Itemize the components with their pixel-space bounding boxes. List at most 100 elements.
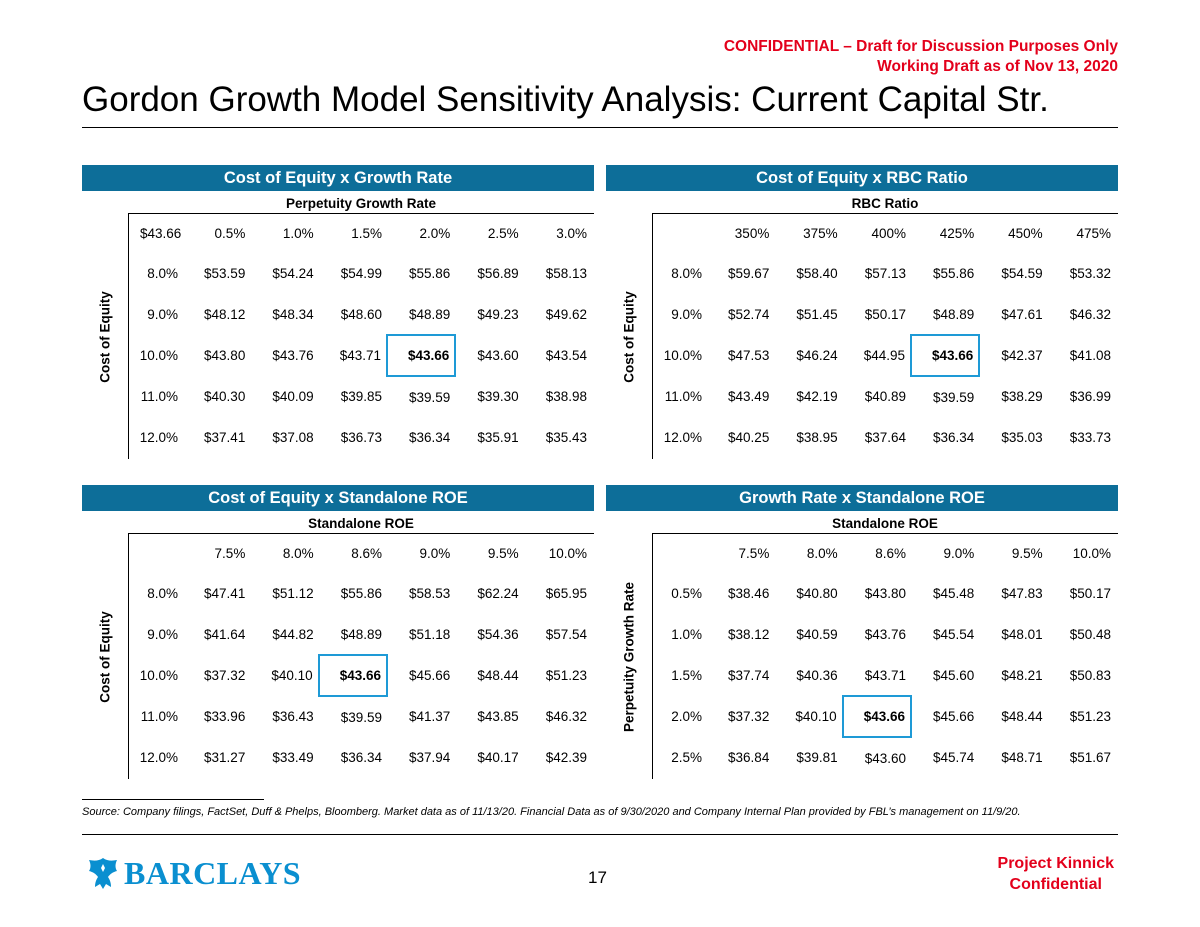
- column-header-row: 7.5% 8.0% 8.6% 9.0% 9.5% 10.0%: [660, 533, 1116, 573]
- barclays-wordmark: BARCLAYS: [124, 855, 302, 891]
- table-row: 10.0% $47.53 $46.24 $44.95 $43.66 $42.37 $41.0…: [660, 334, 1116, 377]
- row-axis-label: Perpetuity Growth Rate: [621, 581, 637, 733]
- table-cell: $37.94: [409, 750, 451, 765]
- column-header: 9.5%: [487, 545, 519, 561]
- table-cell: $49.62: [545, 307, 587, 322]
- row-header: 8.0%: [147, 266, 178, 281]
- table-cell: $45.60: [933, 668, 975, 683]
- table-cell: $39.59: [340, 709, 382, 725]
- table-row: 12.0% $40.25 $38.95 $37.64 $36.34 $35.03 $33.7…: [660, 417, 1116, 458]
- row-axis-divider: [128, 213, 129, 459]
- column-header: 9.0%: [419, 545, 451, 561]
- table-row: 9.0% $48.12 $48.34 $48.60 $48.89 $49.23 $49.62: [136, 294, 592, 335]
- base-value: [660, 533, 706, 573]
- table-cell: $53.32: [1069, 266, 1111, 281]
- column-header: 350%: [734, 225, 770, 241]
- panel-title: Cost of Equity x Standalone ROE: [82, 485, 594, 511]
- panel-title: Cost of Equity x Growth Rate: [82, 165, 594, 191]
- table-cell: $35.43: [545, 430, 587, 445]
- table-cell: $50.83: [1069, 668, 1111, 683]
- panel-title: Cost of Equity x RBC Ratio: [606, 165, 1118, 191]
- row-header: 12.0%: [663, 430, 702, 445]
- eagle-icon: [89, 858, 117, 889]
- project-label: Project Kinnick Confidential: [998, 853, 1114, 895]
- table-cell: $37.74: [728, 668, 770, 683]
- column-header: 375%: [803, 225, 838, 241]
- column-header: 7.5%: [738, 545, 770, 561]
- table-cell: $55.86: [933, 266, 975, 281]
- row-axis-label: Cost of Equity: [97, 291, 113, 383]
- table-cell: $40.09: [272, 389, 314, 404]
- column-header-row: 350% 375% 400% 425% 450% 475%: [660, 213, 1116, 253]
- table-cell: $38.98: [545, 389, 587, 404]
- row-header: 9.0%: [671, 307, 702, 322]
- table-cell: $43.49: [728, 389, 770, 404]
- header-divider: [128, 533, 594, 534]
- table-row: 10.0% $43.80 $43.76 $43.71 $43.66 $43.60 $43.5…: [136, 334, 592, 377]
- column-header: 1.5%: [351, 225, 382, 241]
- row-header: 10.0%: [139, 348, 178, 363]
- table-cell: $43.60: [864, 750, 906, 766]
- table-cell: $52.74: [728, 307, 770, 322]
- column-header: 8.6%: [875, 545, 906, 561]
- table-cell: $51.18: [409, 627, 451, 642]
- base-case-cell: $43.66: [909, 334, 981, 377]
- table-cell: $47.83: [1001, 586, 1043, 601]
- row-header: 1.5%: [671, 668, 702, 683]
- base-value: [136, 533, 182, 573]
- table-cell: $35.91: [477, 430, 519, 445]
- table-cell: $46.32: [545, 709, 587, 724]
- table-cell: $40.59: [796, 627, 838, 642]
- confidential-line-2: Working Draft as of Nov 13, 2020: [877, 58, 1118, 75]
- header-divider: [128, 213, 594, 214]
- column-header: 10.0%: [1072, 545, 1111, 561]
- table-cell: $65.95: [545, 586, 587, 601]
- table-cell: $55.86: [340, 586, 382, 601]
- table-row: 10.0% $37.32 $40.10 $43.66 $45.66 $48.44 $51.2…: [136, 654, 592, 697]
- table-row: 9.0% $52.74 $51.45 $50.17 $48.89 $47.61 $46.32: [660, 294, 1116, 335]
- table-cell: $45.54: [933, 627, 975, 642]
- column-header: 2.0%: [419, 225, 451, 241]
- table-cell: $38.46: [728, 586, 770, 601]
- table-row: 8.0% $47.41 $51.12 $55.86 $58.53 $62.24 $65.95: [136, 573, 592, 614]
- table-cell: $48.71: [1001, 750, 1043, 765]
- table-cell: $58.53: [409, 586, 451, 601]
- row-header: 12.0%: [139, 430, 178, 445]
- row-header: 11.0%: [140, 709, 178, 724]
- table-cell: $48.01: [1001, 627, 1043, 642]
- table-cell: $46.24: [796, 348, 838, 363]
- table-row: 1.0% $38.12 $40.59 $43.76 $45.54 $48.01 $50.48: [660, 614, 1116, 655]
- barclays-logo: BARCLAYS: [86, 855, 301, 891]
- table-cell: $55.86: [409, 266, 451, 281]
- table-cell: $43.80: [864, 586, 906, 601]
- column-header: 1.0%: [282, 225, 314, 241]
- table-row: 0.5% $38.46 $40.80 $43.80 $45.48 $47.83 $50.17: [660, 573, 1116, 614]
- row-header: 10.0%: [663, 348, 702, 363]
- table-cell: $43.71: [864, 667, 906, 683]
- table-cell: $48.89: [340, 626, 382, 642]
- sensitivity-table: 7.5% 8.0% 8.6% 9.0% 9.5% 10.0% 8.0% $47.41 $51.1…: [136, 533, 592, 778]
- table-cell: $48.21: [1001, 668, 1043, 683]
- table-cell: $56.89: [477, 266, 519, 281]
- base-value: $43.66: [140, 225, 182, 241]
- row-header: 10.0%: [139, 668, 178, 683]
- page-number: 17: [588, 868, 607, 887]
- panel-coe-growth: Cost of Equity x Growth Rate Perpetuity G…: [82, 165, 594, 465]
- table-cell: $48.44: [1001, 709, 1043, 724]
- table-cell: $58.40: [796, 266, 838, 281]
- table-cell: $45.74: [933, 750, 975, 765]
- panel-title: Growth Rate x Standalone ROE: [606, 485, 1118, 511]
- title-divider: [82, 127, 1118, 128]
- table-cell: $43.71: [339, 348, 381, 363]
- table-cell: $49.23: [477, 307, 519, 322]
- table-cell: $37.32: [728, 709, 770, 724]
- table-cell: $57.54: [545, 627, 587, 642]
- table-cell: $36.99: [1069, 389, 1111, 404]
- table-cell: $43.76: [864, 627, 906, 642]
- column-header: 8.0%: [282, 545, 314, 561]
- table-cell: $45.48: [933, 586, 975, 601]
- page-title: Gordon Growth Model Sensitivity Analysis…: [82, 80, 1049, 119]
- table-cell: $39.59: [409, 389, 451, 405]
- table-cell: $41.08: [1069, 348, 1111, 363]
- table-cell: $48.60: [340, 307, 382, 322]
